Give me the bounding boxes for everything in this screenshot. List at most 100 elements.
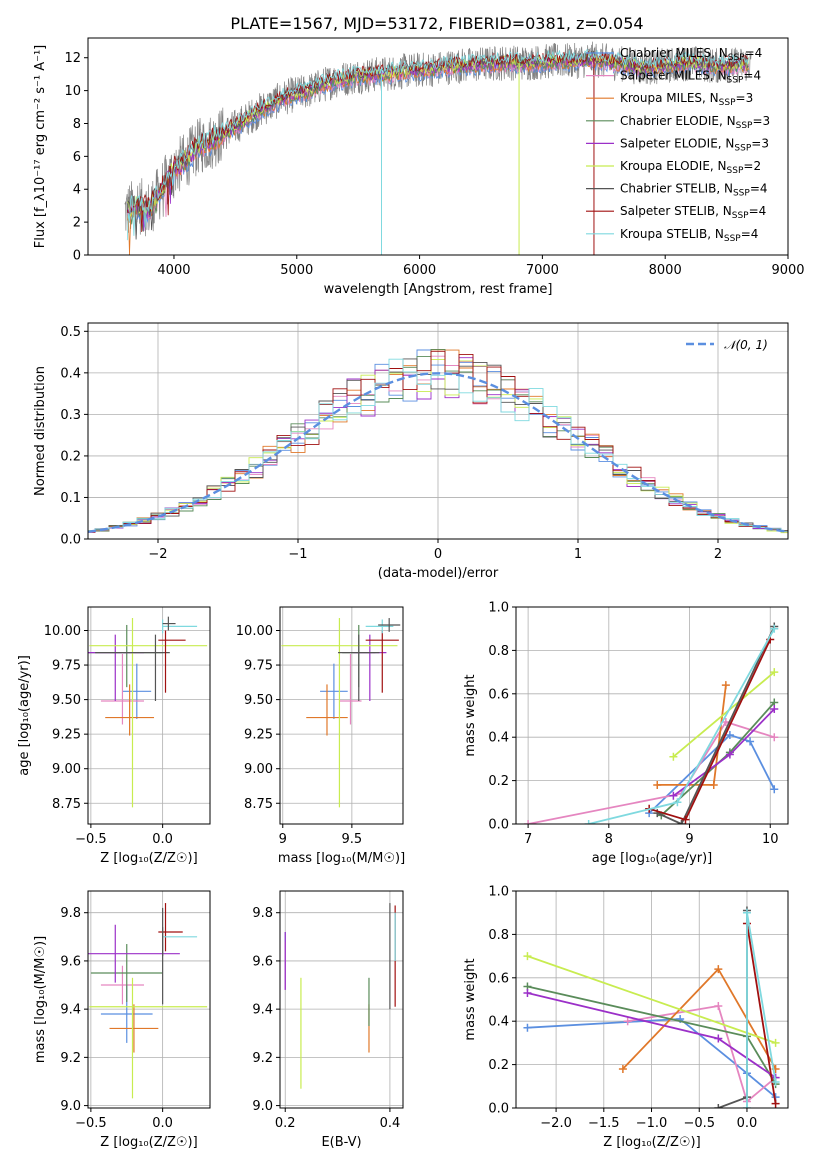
normal-distribution-curve bbox=[88, 372, 788, 533]
x-tick-label: 7000 bbox=[526, 263, 559, 278]
legend-label-main: Chabrier MILES, N bbox=[620, 46, 728, 60]
y-tick-label: 4 bbox=[73, 183, 81, 198]
histogram-step-line bbox=[88, 355, 788, 533]
weight-point-marker bbox=[742, 908, 751, 917]
y-tick-label: 0 bbox=[73, 249, 81, 264]
legend-label-tail: =4 bbox=[750, 182, 768, 196]
x-tick-label: 0.0 bbox=[152, 1116, 173, 1131]
legend-label: Kroupa STELIB, NSSP=4 bbox=[620, 227, 758, 244]
histogram-step-line bbox=[88, 357, 788, 533]
legend-label-main: Salpeter STELIB, N bbox=[620, 204, 732, 218]
weight-point-marker bbox=[714, 1002, 723, 1011]
x-tick-label: 7 bbox=[524, 832, 532, 847]
axes-frame bbox=[279, 890, 404, 1109]
weight-point-marker bbox=[523, 1023, 532, 1032]
x-tick-label: 6000 bbox=[403, 263, 436, 278]
y-tick-label: 9.75 bbox=[52, 659, 81, 674]
model-spectrum-line bbox=[126, 48, 749, 241]
x-tick-label: −1.0 bbox=[636, 1116, 668, 1131]
y-tick-label: 0.8 bbox=[488, 928, 509, 943]
weight-point-marker bbox=[623, 1017, 632, 1026]
weight-point-marker bbox=[725, 750, 734, 759]
legend-label-sub: SSP bbox=[734, 143, 751, 153]
x-axis-label: Z [log₁₀(Z/Z☉)] bbox=[100, 851, 197, 866]
y-tick-label: 9.2 bbox=[252, 1051, 273, 1066]
x-tick-label: 9 bbox=[685, 832, 693, 847]
legend-label-sub: SSP bbox=[727, 76, 744, 86]
y-tick-label: 9.00 bbox=[244, 762, 273, 777]
legend-label: Chabrier ELODIE, NSSP=3 bbox=[620, 114, 770, 131]
legend-label-tail: =3 bbox=[736, 91, 754, 105]
x-tick-label: 0.4 bbox=[380, 1116, 401, 1131]
y-tick-label: 0.3 bbox=[60, 408, 81, 423]
x-tick-label: −1.5 bbox=[588, 1116, 620, 1131]
legend-label-tail: =4 bbox=[743, 69, 761, 83]
y-tick-label: 1.0 bbox=[488, 601, 509, 616]
legend-label: Salpeter STELIB, NSSP=4 bbox=[620, 204, 766, 221]
weight-point-marker bbox=[584, 820, 593, 824]
y-tick-label: 8.75 bbox=[244, 797, 273, 812]
x-tick-label: 9.5 bbox=[342, 832, 363, 847]
x-axis-label: E(B-V) bbox=[321, 1135, 361, 1150]
y-tick-label: 0.4 bbox=[60, 366, 81, 381]
weight-series-line bbox=[527, 955, 776, 1044]
legend-label-main: Chabrier STELIB, N bbox=[620, 182, 733, 196]
y-tick-label: 9.0 bbox=[252, 1099, 273, 1114]
x-tick-label: −2 bbox=[148, 547, 167, 562]
weight-point-marker bbox=[714, 1104, 723, 1108]
x-tick-label: 0 bbox=[434, 547, 442, 562]
weight-point-marker bbox=[653, 780, 662, 789]
y-tick-label: 10 bbox=[64, 84, 81, 99]
legend-label: Kroupa MILES, NSSP=3 bbox=[620, 91, 753, 108]
x-axis-label: mass [log₁₀(M/M☉)] bbox=[278, 851, 405, 866]
x-tick-label: −1 bbox=[288, 547, 307, 562]
x-axis-label: wavelength [Angstrom, rest frame] bbox=[324, 282, 553, 297]
axes-frame bbox=[87, 37, 789, 256]
y-tick-label: 0.4 bbox=[488, 731, 509, 746]
x-tick-label: −0.5 bbox=[75, 1116, 107, 1131]
legend-label-tail: =3 bbox=[751, 136, 769, 150]
y-tick-label: 12 bbox=[64, 51, 81, 66]
weight-plot-area bbox=[523, 906, 780, 1108]
x-tick-label: 4000 bbox=[157, 263, 190, 278]
weight-point-marker bbox=[770, 624, 779, 633]
x-tick-label: 8 bbox=[605, 832, 613, 847]
weight-point-marker bbox=[742, 1104, 751, 1108]
y-tick-label: 9.6 bbox=[60, 954, 81, 969]
weight-point-marker bbox=[714, 1034, 723, 1043]
y-tick-label: 8 bbox=[73, 117, 81, 132]
histogram-step-line bbox=[88, 348, 788, 533]
weight-series-line bbox=[627, 1004, 777, 1104]
weight-point-marker bbox=[673, 798, 682, 807]
x-tick-label: 0.2 bbox=[275, 1116, 296, 1131]
histogram-plot-area bbox=[88, 348, 788, 534]
legend-label-tail: =2 bbox=[743, 159, 761, 173]
legend-label-main: Salpeter ELODIE, N bbox=[620, 136, 734, 150]
y-tick-label: 9.2 bbox=[60, 1051, 81, 1066]
y-axis-label: mass weight bbox=[463, 958, 478, 1040]
weight-point-marker bbox=[771, 1038, 780, 1047]
errorbar-plot-area bbox=[88, 616, 208, 808]
weight-point-marker bbox=[770, 704, 779, 713]
y-tick-label: 0.1 bbox=[60, 491, 81, 506]
y-tick-label: 9.25 bbox=[244, 728, 273, 743]
mass-weight-vs-age-axes: 7 8 9 10 0.0 0.2 0.4 0.6 0.8 1.0 age [log₁₀(age/yr… bbox=[463, 601, 789, 866]
weight-point-marker bbox=[746, 737, 755, 746]
age-vs-mass-axes: 9 9.5 8.75 9.00 9.25 9.50 9.75 10.00 mass [log₁₀… bbox=[236, 606, 405, 866]
spectrum-plot-area bbox=[124, 41, 752, 255]
y-tick-label: 1.0 bbox=[488, 885, 509, 900]
x-tick-label: 9000 bbox=[771, 263, 804, 278]
y-tick-label: 0.0 bbox=[488, 1102, 509, 1117]
x-axis-label: Z [log₁₀(Z/Z☉)] bbox=[603, 1135, 700, 1150]
weight-point-marker bbox=[709, 780, 718, 789]
y-tick-label: 9.50 bbox=[52, 693, 81, 708]
x-axis-label: (data-model)/error bbox=[378, 566, 499, 581]
y-tick-label: 10.00 bbox=[236, 624, 273, 639]
x-tick-label: 5000 bbox=[280, 263, 313, 278]
mass-weight-vs-metallicity-axes: −2.0 −1.5 −1.0 −0.5 0.0 0.0 0.2 0.4 0.6 0.8 1.0 Z [… bbox=[463, 885, 789, 1150]
legend-label-sub: SSP bbox=[736, 121, 753, 131]
legend-label-tail: =3 bbox=[752, 114, 770, 128]
y-tick-label: 9.75 bbox=[244, 659, 273, 674]
model-spectrum-line bbox=[126, 51, 749, 233]
